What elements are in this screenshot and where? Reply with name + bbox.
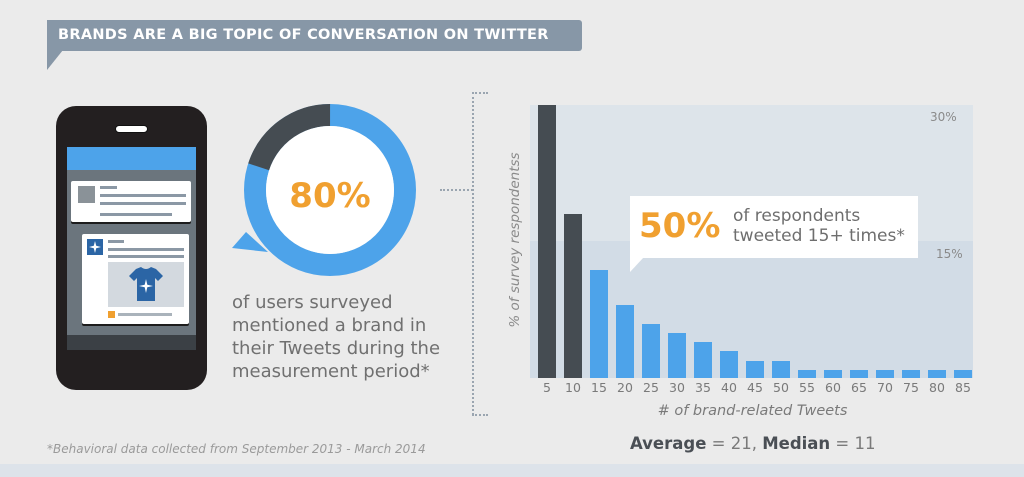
callout-line: of respondents [733, 206, 861, 226]
header-title: BRANDS ARE A BIG TOPIC OF CONVERSATION O… [58, 27, 549, 43]
x-tick-label: 30 [669, 380, 685, 395]
median-label: Median [762, 434, 831, 453]
bar [876, 370, 894, 378]
bracket-bottom [472, 414, 488, 416]
gridline-label-15: 15% [936, 247, 963, 261]
bar [902, 370, 920, 378]
bar [746, 361, 764, 378]
average-value: = 21, [706, 434, 763, 453]
y-axis-label: % of survey respondentss [507, 152, 523, 328]
bar [564, 214, 582, 378]
bar [668, 333, 686, 378]
average-label: Average [630, 434, 707, 453]
tweet-line [100, 213, 172, 216]
tweet-image [108, 262, 184, 307]
donut-caption-line: their Tweets during the [232, 338, 441, 359]
tweet-line [118, 313, 172, 316]
footnote: *Behavioral data collected from Septembe… [47, 442, 426, 456]
donut-center [266, 126, 394, 254]
bar [694, 342, 712, 378]
callout-text: of respondents tweeted 15+ times* [733, 206, 905, 246]
phone-screen-footer [67, 335, 196, 350]
x-tick-label: 35 [695, 380, 711, 395]
median-value: = 11 [830, 434, 876, 453]
tweet-line [108, 240, 124, 243]
header-banner-tail [47, 50, 63, 70]
avatar-icon [78, 186, 95, 203]
tweet-line [100, 186, 117, 189]
tweet-line [100, 202, 186, 205]
bar [616, 305, 634, 378]
x-tick-label: 55 [799, 380, 815, 395]
x-tick-label: 25 [643, 380, 659, 395]
x-tick-label: 80 [929, 380, 945, 395]
donut-caption-line: mentioned a brand in [232, 315, 427, 336]
phone-screen-header-bar [67, 147, 196, 170]
bar [538, 105, 556, 378]
connector-line [440, 189, 473, 191]
bar [590, 270, 608, 378]
x-tick-label: 45 [747, 380, 763, 395]
x-tick-label: 40 [721, 380, 737, 395]
bar [824, 370, 842, 378]
callout-line: tweeted 15+ times* [733, 226, 905, 246]
donut-caption-line: of users surveyed [232, 292, 393, 313]
phone-speaker [115, 125, 148, 133]
x-tick-label: 85 [955, 380, 971, 395]
star-icon [89, 241, 101, 253]
bar [850, 370, 868, 378]
x-tick-label: 65 [851, 380, 867, 395]
header-banner [47, 20, 582, 51]
callout-box [630, 196, 918, 258]
gridline-label-30: 30% [930, 110, 957, 124]
donut-value: 80% [289, 176, 371, 216]
callout-value: 50% [639, 206, 721, 246]
tshirt-icon [129, 267, 163, 301]
bracket-top [472, 92, 488, 94]
callout-tail [630, 257, 644, 272]
bar [928, 370, 946, 378]
tweet-line [108, 248, 184, 251]
x-tick-label: 50 [773, 380, 789, 395]
x-tick-label: 20 [617, 380, 633, 395]
x-tick-label: 5 [543, 380, 551, 395]
bar [720, 351, 738, 378]
x-tick-label: 70 [877, 380, 893, 395]
x-tick-label: 60 [825, 380, 841, 395]
brand-logo-icon [87, 239, 103, 255]
bar [798, 370, 816, 378]
donut-speech-tail [232, 232, 268, 252]
tweet-line [100, 194, 186, 197]
bar [954, 370, 972, 378]
x-axis-label: # of brand-related Tweets [657, 403, 848, 419]
donut-ring-remainder [244, 104, 416, 276]
donut-caption: of users surveyed mentioned a brand in t… [232, 291, 440, 383]
donut-caption-line: measurement period* [232, 361, 430, 382]
tweet-line [108, 255, 184, 258]
bracket-line [472, 92, 474, 415]
donut-chart [226, 100, 426, 280]
retweet-badge-icon [108, 311, 115, 318]
x-tick-label: 15 [591, 380, 607, 395]
bar [772, 361, 790, 378]
summary-stats: Average = 21, Median = 11 [630, 434, 876, 453]
x-tick-label: 10 [565, 380, 581, 395]
bottom-strip [0, 464, 1024, 477]
x-tick-label: 75 [903, 380, 919, 395]
bar [642, 324, 660, 378]
